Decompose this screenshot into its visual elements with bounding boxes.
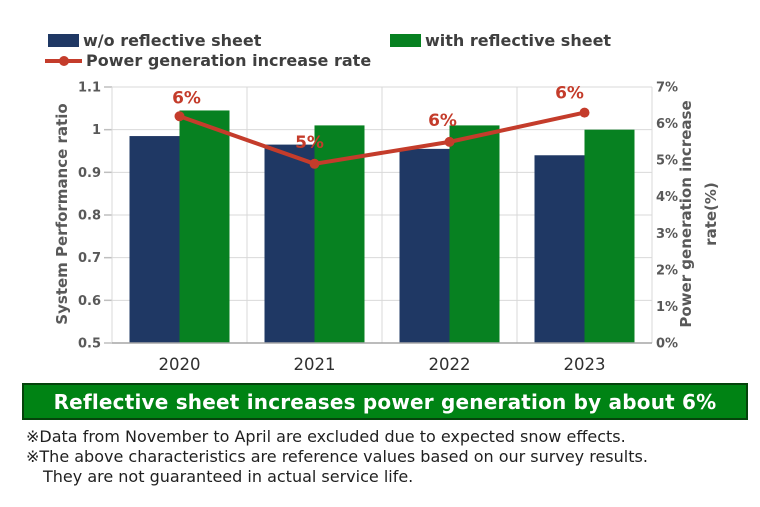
rate-data-label: 6% [172, 88, 201, 108]
rate-line [178, 110, 585, 166]
right-tick-label: 4% [656, 190, 678, 205]
right-axis-title-line2: rate(%) [702, 182, 720, 246]
right-tick-label: 2% [656, 263, 678, 278]
left-tick-label: 0.7 [78, 251, 101, 266]
rate-data-label: 6% [555, 84, 584, 104]
left-tick-label: 0.5 [78, 337, 101, 352]
rate-marker [309, 158, 320, 169]
red-line-marker-icon [45, 54, 82, 67]
x-category-label: 2023 [564, 355, 606, 374]
banner-text: Reflective sheet increases power generat… [53, 389, 717, 414]
legend-label-increase-rate: Power generation increase rate [86, 51, 372, 70]
banner: Reflective sheet increases power generat… [22, 383, 748, 420]
right-tick-label: 1% [656, 300, 678, 315]
bar-without-sheet [534, 155, 585, 343]
rate-data-label: 6% [428, 111, 457, 131]
chart-plot: 1.1 1 0.9 0.8 0.7 0.6 0.5 7% 6% 5% 4% 3% 2% 1% 0% 2020 2… [78, 81, 678, 375]
right-axis-title-line1: Power generation increase [677, 100, 695, 328]
rate-marker [174, 111, 185, 122]
legend-item-with-sheet: with reflective sheet [390, 31, 611, 50]
rate-marker [579, 107, 590, 118]
legend-label-with-sheet: with reflective sheet [425, 31, 612, 50]
legend-label-without-sheet: w/o reflective sheet [83, 31, 262, 50]
left-tick-label: 0.6 [78, 294, 101, 309]
legend-item-without-sheet: w/o reflective sheet [48, 31, 261, 50]
note-line-3: They are not guaranteed in actual servic… [43, 467, 414, 486]
rate-data-label: 5% [295, 133, 324, 153]
bar-without-sheet [264, 144, 315, 343]
bar-without-sheet [129, 136, 180, 343]
bar-without-sheet [399, 148, 450, 343]
left-tick-label: 0.9 [78, 166, 101, 181]
navy-bar-swatch-icon [48, 34, 79, 47]
right-tick-label: 3% [656, 227, 678, 242]
left-axis-title: System Performance ratio [53, 103, 71, 325]
x-category-label: 2020 [159, 355, 201, 374]
left-tick-label: 1.1 [78, 81, 101, 96]
notes: ※Data from November to April are exclude… [26, 427, 648, 487]
green-bar-swatch-icon [390, 34, 421, 47]
x-category-label: 2022 [429, 355, 471, 374]
left-tick-label: 0.8 [78, 209, 101, 224]
note-line-1: ※Data from November to April are exclude… [26, 427, 626, 446]
bar-with-sheet [584, 129, 635, 343]
right-tick-label: 7% [656, 81, 678, 96]
right-tick-label: 6% [656, 117, 678, 132]
note-line-2: ※The above characteristics are reference… [26, 447, 648, 466]
legend-item-increase-rate: Power generation increase rate [45, 51, 371, 70]
right-tick-label: 5% [656, 154, 678, 169]
x-category-label: 2021 [294, 355, 336, 374]
left-tick-label: 1 [92, 123, 101, 138]
right-tick-label: 0% [656, 337, 678, 352]
bar-with-sheet [449, 125, 500, 344]
rate-marker [444, 136, 455, 147]
bar-with-sheet [179, 110, 230, 343]
